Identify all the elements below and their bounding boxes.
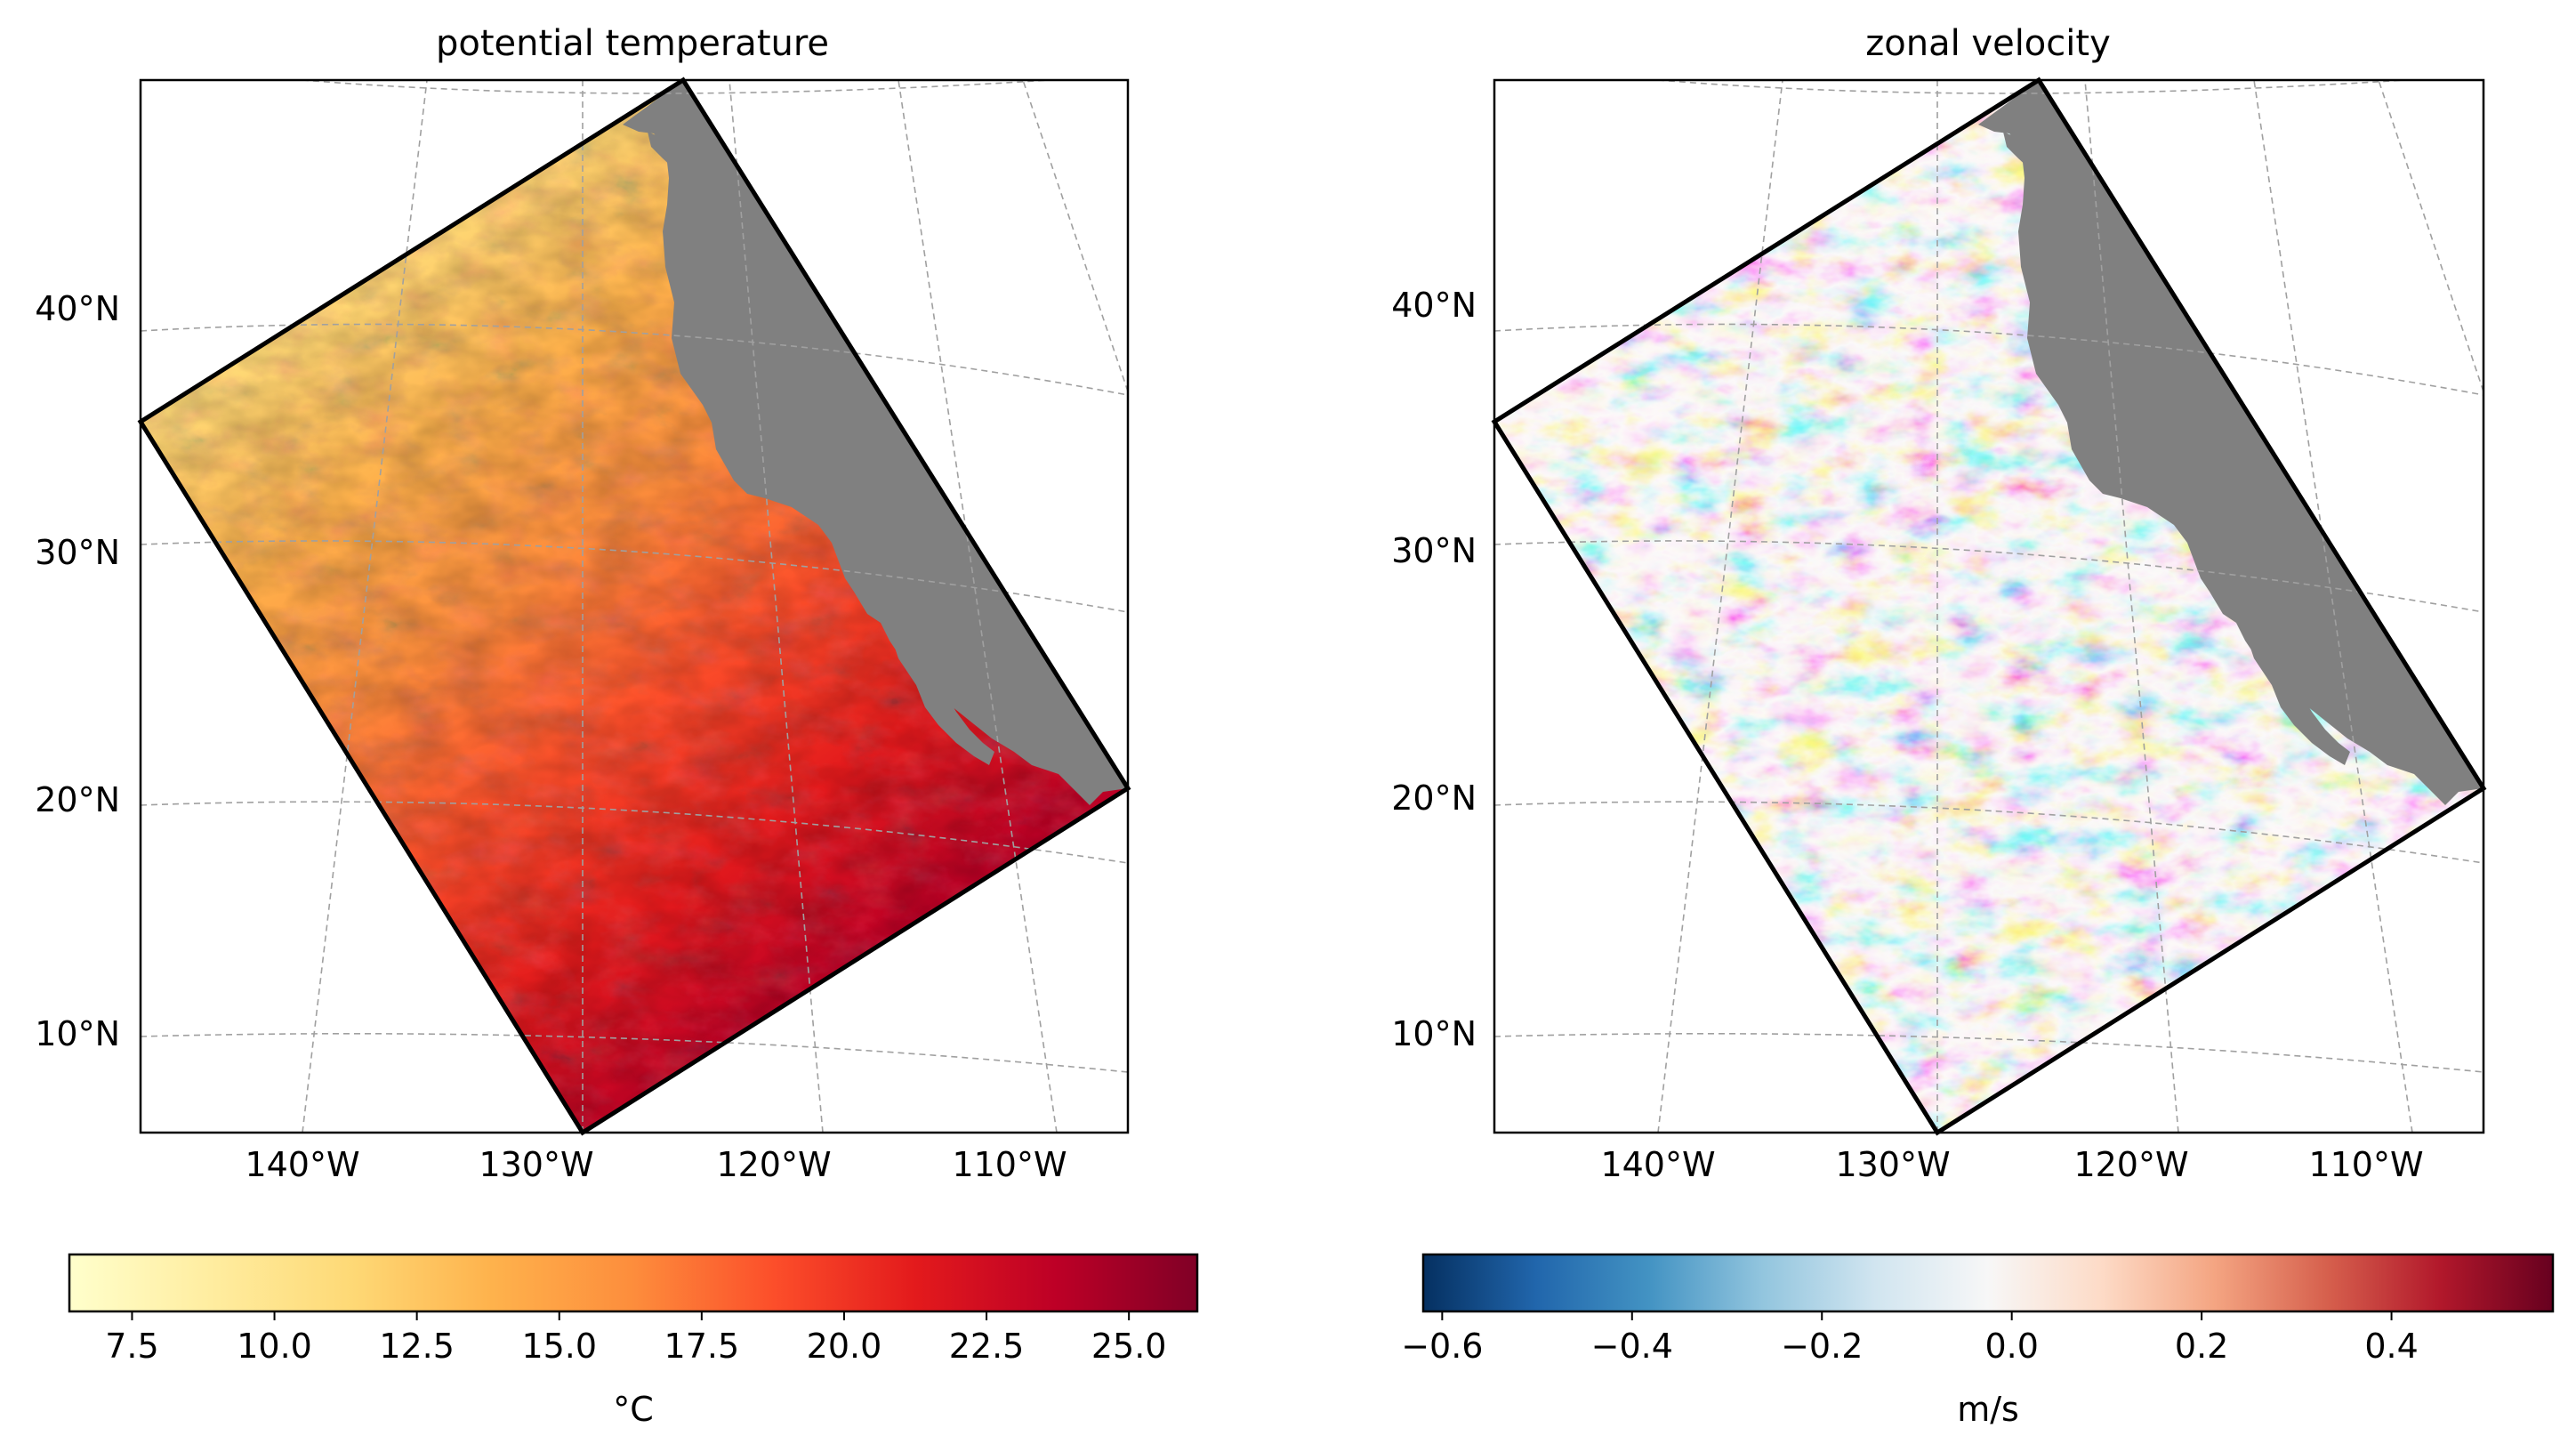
temperature-colorbar-tick-label: 20.0: [807, 1327, 882, 1366]
lat-gridline-20: [1493, 801, 2484, 864]
temperature-colorbar-label: °C: [613, 1390, 654, 1429]
temperature-colorbar-tick-label: 22.5: [949, 1327, 1025, 1366]
velocity-colorbar-label: m/s: [1957, 1390, 2019, 1429]
velocity-lat-label-20: 20°N: [1391, 778, 1477, 818]
velocity-colorbar-ticks: −0.6 −0.4 −0.2 0.0 0.2 0.4: [1401, 1311, 2419, 1366]
land-mass: [1978, 80, 2483, 805]
temperature-lat-label-40: 40°N: [35, 289, 120, 328]
velocity-colorbar-tick-label: 0.2: [2175, 1327, 2228, 1366]
velocity-lon-label-110: 110°W: [2308, 1145, 2423, 1184]
lat-gridline-20: [140, 801, 1129, 864]
velocity-lat-label-30: 30°N: [1391, 531, 1477, 570]
lon-gridline-140: [1657, 79, 1783, 1133]
lon-gridline-120: [729, 79, 824, 1133]
temperature-colorbar-ticks: 7.5 10.0 12.5 15.0 17.5 20.0 22.5 25.0: [105, 1311, 1166, 1366]
land-mass: [623, 80, 1128, 805]
lat-gridline-50: [1657, 79, 2406, 94]
temperature-lat-label-10: 10°N: [35, 1014, 120, 1053]
lon-gridline-140: [302, 79, 428, 1133]
lon-gridline-100: [2378, 79, 2484, 392]
velocity-panel-title: zonal velocity: [1865, 23, 2111, 64]
baja-peninsula: [876, 559, 994, 765]
vancouver-island: [2003, 132, 2039, 169]
temperature-colorbar-bar: [68, 1253, 1199, 1313]
velocity-gridlines: [1493, 79, 2484, 1133]
velocity-colorbar-tick-label: 0.4: [2364, 1327, 2418, 1366]
velocity-lon-label-140: 140°W: [1600, 1145, 1715, 1184]
velocity-colorbar: −0.6 −0.4 −0.2 0.0 0.2 0.4 m/s: [1401, 1253, 2555, 1429]
baja-peninsula: [2232, 559, 2350, 765]
lon-gridline-110: [898, 79, 1058, 1133]
temperature-lon-label-110: 110°W: [952, 1145, 1067, 1184]
lat-gridline-30: [140, 540, 1129, 613]
lat-gridline-10: [1493, 1032, 2484, 1073]
velocity-colorbar-tick-label: 0.0: [1984, 1327, 2038, 1366]
velocity-panel: zonal velocity 40°N 30°N 20°N 10°N 14: [1391, 23, 2555, 1429]
velocity-lat-label-10: 10°N: [1391, 1014, 1477, 1053]
temperature-gridlines: [140, 79, 1129, 1133]
temperature-colorbar-tick-label: 10.0: [237, 1327, 312, 1366]
lon-gridline-120: [2084, 79, 2179, 1133]
temperature-lat-label-30: 30°N: [35, 533, 120, 572]
velocity-colorbar-bar: [1421, 1253, 2555, 1313]
velocity-colorbar-tick-label: −0.4: [1591, 1327, 1673, 1366]
lat-gridline-40: [140, 323, 1129, 396]
velocity-axes-frame: [1493, 78, 2485, 1134]
lat-gridline-40: [1493, 323, 2484, 396]
lat-gridline-10: [140, 1032, 1129, 1073]
temperature-lon-label-130: 130°W: [479, 1145, 593, 1184]
velocity-colorbar-tick-label: −0.6: [1401, 1327, 1483, 1366]
temperature-colorbar-tick-label: 15.0: [521, 1327, 597, 1366]
velocity-lon-label-130: 130°W: [1835, 1145, 1950, 1184]
lat-gridline-30: [1493, 540, 2484, 613]
temperature-lat-label-20: 20°N: [35, 780, 120, 819]
temperature-axes-frame: [139, 78, 1130, 1134]
velocity-lon-label-120: 120°W: [2073, 1145, 2188, 1184]
temperature-lon-label-120: 120°W: [716, 1145, 831, 1184]
lat-gridline-50: [302, 79, 1051, 94]
temperature-colorbar-tick-label: 7.5: [105, 1327, 158, 1366]
temperature-colorbar: 7.5 10.0 12.5 15.0 17.5 20.0 22.5 25.0 °C: [68, 1253, 1199, 1429]
lon-gridline-100: [1022, 79, 1129, 392]
velocity-colorbar-tick-label: −0.2: [1781, 1327, 1863, 1366]
temperature-lon-label-140: 140°W: [245, 1145, 359, 1184]
lon-gridline-110: [2253, 79, 2413, 1133]
temperature-colorbar-tick-label: 25.0: [1091, 1327, 1167, 1366]
temperature-panel: potential temperature 40°N 30°N 20°N: [35, 23, 1199, 1429]
vancouver-island: [648, 132, 683, 169]
temperature-colorbar-tick-label: 12.5: [379, 1327, 455, 1366]
velocity-lat-label-40: 40°N: [1391, 286, 1477, 325]
temperature-colorbar-tick-label: 17.5: [664, 1327, 740, 1366]
temperature-panel-title: potential temperature: [436, 23, 829, 64]
